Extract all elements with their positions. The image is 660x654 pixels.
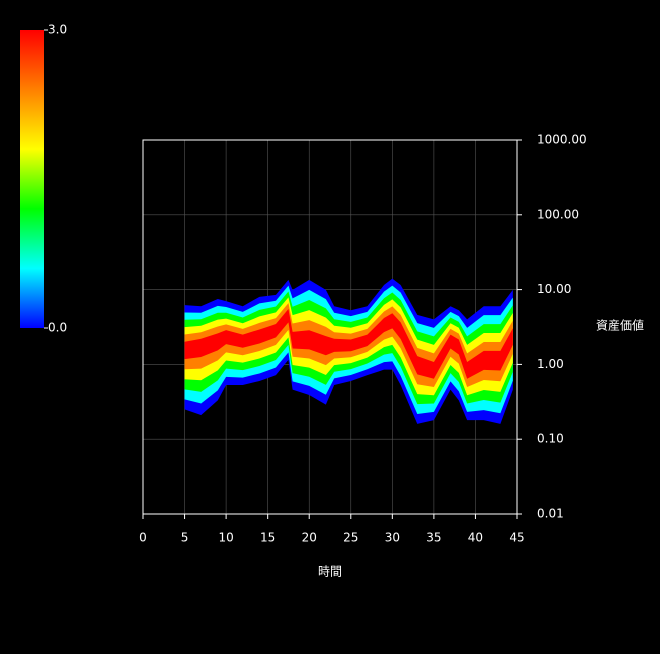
x-tick-label: 40 [468,531,483,545]
x-tick-label: 10 [218,531,233,545]
x-tick-label: 0 [139,531,147,545]
x-tick-label: 20 [302,531,317,545]
density-band [184,308,513,379]
x-tick-label: 30 [385,531,400,545]
y-tick-label: 100.00 [537,207,579,221]
y-tick-label: 10.00 [537,282,571,296]
x-tick-label: 5 [181,531,189,545]
x-axis-label: 時間 [318,565,342,579]
y-tick-label: 1.00 [537,357,564,371]
colorbar-tick-label: 0.0 [48,321,67,335]
x-tick-label: 35 [426,531,441,545]
x-tick-label: 15 [260,531,275,545]
x-tick-label: 25 [343,531,358,545]
plot-frame [142,139,518,515]
y-tick-label: 0.10 [537,432,564,446]
y-tick-label: 0.01 [537,507,564,521]
colorbar-tick-label: 3.0 [48,23,67,37]
y-axis-label: 資産価値 [596,318,644,333]
x-tick-label: 45 [509,531,524,545]
y-tick-label: 1000.00 [537,133,587,147]
colorbar [20,30,44,328]
